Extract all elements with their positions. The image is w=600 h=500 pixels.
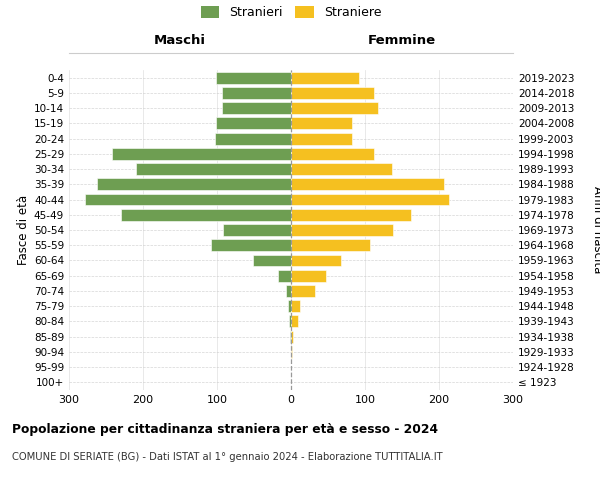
- Bar: [253, 254, 291, 266]
- Bar: [291, 285, 314, 297]
- Bar: [288, 300, 291, 312]
- Bar: [291, 118, 352, 130]
- Bar: [291, 270, 326, 281]
- Bar: [136, 163, 291, 175]
- Bar: [291, 102, 377, 114]
- Bar: [121, 209, 291, 220]
- Bar: [223, 224, 291, 236]
- Legend: Stranieri, Straniere: Stranieri, Straniere: [196, 1, 386, 24]
- Bar: [291, 87, 374, 99]
- Bar: [290, 330, 291, 342]
- Bar: [222, 102, 291, 114]
- Y-axis label: Anni di nascita: Anni di nascita: [591, 186, 600, 274]
- Bar: [291, 209, 411, 220]
- Bar: [291, 300, 300, 312]
- Bar: [291, 330, 293, 342]
- Bar: [211, 240, 291, 251]
- Y-axis label: Fasce di età: Fasce di età: [17, 195, 30, 265]
- Bar: [291, 194, 449, 205]
- Bar: [85, 194, 291, 205]
- Bar: [222, 87, 291, 99]
- Bar: [286, 285, 291, 297]
- Bar: [291, 240, 370, 251]
- Bar: [291, 346, 292, 358]
- Bar: [291, 178, 444, 190]
- Bar: [291, 132, 352, 144]
- Bar: [112, 148, 291, 160]
- Bar: [291, 254, 341, 266]
- Bar: [215, 132, 291, 144]
- Bar: [291, 148, 374, 160]
- Bar: [291, 72, 359, 84]
- Bar: [215, 118, 291, 130]
- Bar: [291, 316, 298, 328]
- Text: Popolazione per cittadinanza straniera per età e sesso - 2024: Popolazione per cittadinanza straniera p…: [12, 422, 438, 436]
- Bar: [289, 316, 291, 328]
- Text: Maschi: Maschi: [154, 34, 206, 48]
- Bar: [97, 178, 291, 190]
- Bar: [291, 163, 392, 175]
- Text: COMUNE DI SERIATE (BG) - Dati ISTAT al 1° gennaio 2024 - Elaborazione TUTTITALIA: COMUNE DI SERIATE (BG) - Dati ISTAT al 1…: [12, 452, 443, 462]
- Bar: [215, 72, 291, 84]
- Text: Femmine: Femmine: [368, 34, 436, 48]
- Bar: [291, 224, 393, 236]
- Bar: [278, 270, 291, 281]
